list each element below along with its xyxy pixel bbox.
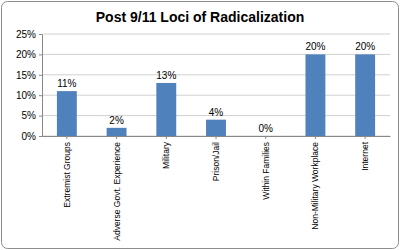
- x-tick-label: Internet: [360, 141, 370, 170]
- chart: Post 9/11 Loci of Radicalization 0% 5% 10% 1…: [0, 0, 400, 250]
- grid-line: [42, 95, 390, 96]
- bars: [57, 54, 375, 136]
- chart-border: [2, 2, 399, 249]
- y-tick: 0%: [22, 131, 42, 142]
- x-tick-mark: [315, 136, 316, 139]
- x-tick: Military: [161, 136, 171, 169]
- x-tick-mark: [365, 136, 366, 139]
- y-tick: 15%: [16, 70, 42, 81]
- x-tick: Internet: [360, 136, 370, 171]
- bar: [305, 54, 325, 136]
- bar: [355, 54, 375, 136]
- data-label: 4%: [209, 107, 224, 118]
- x-tick: Non-Military Workplace: [310, 136, 320, 230]
- x-tick-label: Military: [161, 141, 171, 169]
- y-tick-label: 5%: [22, 110, 37, 121]
- bar: [107, 128, 127, 136]
- data-label: 2%: [109, 115, 124, 126]
- y-tick: 25%: [16, 29, 42, 40]
- data-label: 11%: [57, 78, 76, 89]
- y-tick-label: 25%: [16, 29, 36, 40]
- data-label: 0%: [258, 123, 273, 134]
- x-tick-label: Extremist Groups: [62, 142, 72, 208]
- y-tick-label: 15%: [16, 70, 36, 81]
- x-tick: Adverse Govt. Experience: [112, 136, 122, 241]
- grid-line: [42, 74, 390, 75]
- grid-line: [42, 34, 390, 35]
- data-label: 20%: [355, 41, 375, 52]
- bar: [256, 136, 276, 137]
- x-tick: Prison/Jail: [211, 136, 221, 181]
- y-tick-mark: [39, 136, 42, 137]
- x-tick: Within Families: [261, 136, 271, 200]
- data-label: 13%: [156, 70, 176, 81]
- bar: [57, 91, 77, 136]
- x-tick-label: Non-Military Workplace: [310, 142, 320, 230]
- y-tick-mark: [39, 54, 42, 55]
- x-tick-mark: [265, 136, 266, 139]
- x-tick-label: Prison/Jail: [211, 142, 221, 181]
- y-tick-label: 10%: [16, 90, 36, 101]
- y-axis: 0% 5% 10% 15% 20% 25%: [16, 29, 43, 142]
- bar: [156, 83, 176, 136]
- y-tick: 20%: [16, 49, 42, 60]
- y-tick: 10%: [16, 90, 42, 101]
- y-tick-mark: [39, 34, 42, 35]
- x-tick-mark: [216, 136, 217, 139]
- y-tick: 5%: [22, 110, 42, 121]
- y-tick-mark: [39, 95, 42, 96]
- bar: [206, 120, 226, 136]
- x-tick-mark: [166, 136, 167, 139]
- grid: [42, 34, 390, 136]
- y-tick-mark: [39, 116, 42, 117]
- x-axis: Extremist Groups Adverse Govt. Experience…: [43, 136, 391, 241]
- plot-area: 0% 5% 10% 15% 20% 25% Extremist Groups Adverse …: [16, 29, 391, 241]
- x-tick: Extremist Groups: [62, 136, 72, 208]
- y-tick-label: 0%: [22, 131, 37, 142]
- data-labels: 11% 2% 13% 4% 0% 20% 20%: [57, 41, 375, 134]
- y-tick-mark: [39, 75, 42, 76]
- x-tick-label: Within Families: [261, 142, 271, 200]
- grid-line: [42, 54, 390, 55]
- y-axis-line: [42, 35, 43, 137]
- chart-title: Post 9/11 Loci of Radicalization: [96, 9, 305, 25]
- x-tick-mark: [66, 136, 67, 139]
- x-tick-label: Adverse Govt. Experience: [112, 142, 122, 241]
- data-label: 20%: [305, 41, 325, 52]
- x-tick-mark: [116, 136, 117, 139]
- y-tick-label: 20%: [16, 49, 36, 60]
